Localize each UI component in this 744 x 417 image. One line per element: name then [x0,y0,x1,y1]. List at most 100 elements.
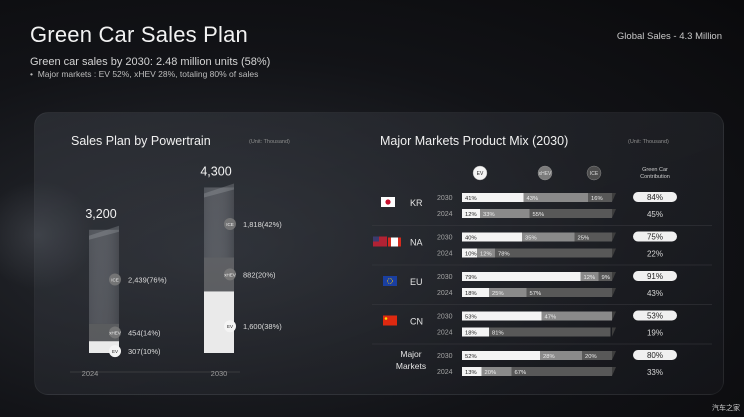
market-bar-label: 41% [465,196,477,202]
powertrain-bar-ev-2024 [89,341,119,353]
contribution-value-2030: 80% [647,351,663,360]
powertrain-value-label: 1,818(42%) [243,220,282,229]
market-row-year-2024: 2024 [437,290,453,297]
market-bar-segment-cn-2024-ev [462,327,489,337]
market-row-year-2024: 2024 [437,251,453,258]
powertrain-value-label: 2,439(76%) [128,275,167,284]
powertrain-chart-title: Sales Plan by Powertrain [71,134,211,148]
contribution-value-2024: 45% [647,210,663,219]
powertrain-legend-dot-label: ICE [226,222,234,227]
powertrain-bar-cap-2024 [89,225,119,240]
market-bar-label: 78% [498,251,510,257]
market-bar-segment-cn-2024-ice [489,327,611,337]
market-legend-xhev-label: xHEV [539,171,552,177]
market-bar-label: 52% [465,354,477,360]
market-bar-segment-eu-2024-ice [526,288,612,297]
market-bar-end-cap [612,193,616,202]
powertrain-legend-dot-xhev-2024 [109,326,121,339]
market-bar-end-cap [612,367,616,376]
market-bar-label: 67% [515,370,527,376]
contribution-header-line1: Green Car [642,167,668,173]
market-bar-segment-eu-2024-ev [462,288,489,297]
market-bar-segment-kr-2024-xhev [480,209,530,218]
market-bar-segment-major-markets-2024-xhev [481,367,512,376]
market-bar-label: 12% [584,275,596,281]
market-bar-segment-kr-2024-ice [529,209,612,218]
market-bar-label: 12% [480,251,492,257]
us-flag-icon [373,236,387,247]
powertrain-total-2024: 3,200 [85,207,116,221]
market-row-year-2030: 2030 [437,353,453,360]
powertrain-legend-dot-ev-2024 [109,345,121,358]
market-legend-ev-dot [472,165,488,181]
market-row-year-2024: 2024 [437,330,453,337]
market-bar-label: 20% [585,354,597,360]
market-mix-chart-title: Major Markets Product Mix (2030) [380,134,569,148]
market-bar-label: 55% [533,212,545,218]
market-name-na: NA [410,238,423,248]
contribution-pill-na [633,231,677,242]
bullet-label: Major markets : EV 52%, xHEV 28%, totali… [37,69,259,79]
powertrain-value-label: 307(10%) [128,347,161,356]
market-row-year-2030: 2030 [437,314,453,321]
ca-flag-icon-left [388,237,391,247]
us-flag-icon-canton [373,236,379,242]
market-bar-segment-na-2030-ice [574,232,612,242]
market-bar-segment-kr-2024-ev [462,209,480,218]
contribution-pill-cn [633,310,677,321]
market-bar-segment-major-markets-2024-ev [462,367,482,376]
market-row-year-2024: 2024 [437,369,453,376]
market-bar-segment-kr-2030-ev [462,193,524,202]
market-bar-segment-na-2024-xhev [477,248,495,258]
contribution-pill-major-markets [633,350,677,360]
ca-flag-icon-right [398,237,401,247]
market-bar-end-cap [612,351,616,360]
market-row-year-2030: 2030 [437,195,453,202]
contribution-pill-kr [633,192,677,202]
market-bar-label: 25% [578,235,590,241]
market-bar-segment-eu-2030-ev [462,272,581,281]
market-bar-end-cap [612,327,616,337]
contribution-value-2024: 19% [647,329,663,338]
powertrain-legend-dot-label: EV [227,324,233,329]
market-bar-segment-na-2024-ev [462,248,477,258]
contribution-value-2030: 84% [647,193,663,202]
powertrain-bar-cap-2030 [204,183,234,198]
market-mix-unit-label: (Unit: Thousand) [628,139,669,145]
market-row-year-2030: 2030 [437,235,453,242]
contribution-header-line2: Contribution [640,174,670,180]
market-bar-label: 81% [492,330,504,336]
market-name-cn: CN [410,317,423,327]
powertrain-total-2030: 4,300 [200,164,231,178]
cn-flag-icon-star [384,317,388,320]
market-bar-end-cap [612,248,616,258]
contribution-value-2030: 91% [647,272,663,281]
market-bar-end-cap [612,232,616,242]
market-name-major-line1: Major [400,349,421,359]
market-bar-segment-major-markets-2030-ev [462,351,540,360]
powertrain-xtick-2024: 2024 [82,369,99,378]
market-bar-label: 10% [465,251,477,257]
powertrain-value-label: 454(14%) [128,328,161,337]
market-bar-label: 57% [530,291,542,297]
market-name-kr: KR [410,198,423,208]
market-bar-end-cap [612,272,616,281]
market-bar-label: 18% [465,330,477,336]
market-bar-segment-na-2024-ice [495,248,612,258]
market-bar-segment-cn-2030-xhev [541,311,612,321]
contribution-value-2024: 22% [647,250,663,259]
powertrain-xtick-2030: 2030 [211,369,228,378]
cn-flag-icon [383,315,397,326]
eu-flag-icon-stars [387,278,393,284]
powertrain-unit-label: (Unit: Thousand) [249,139,290,145]
market-bar-end-cap [612,288,616,297]
market-bar-label: 53% [465,314,477,320]
market-bar-label: 9% [602,275,610,281]
market-legend-ice-label: ICE [590,171,599,177]
contribution-pill-eu [633,271,677,281]
market-bar-label: 28% [543,354,555,360]
market-row-year-2030: 2030 [437,274,453,281]
market-bar-segment-kr-2030-ice [588,193,612,202]
ca-flag-icon [388,237,401,247]
